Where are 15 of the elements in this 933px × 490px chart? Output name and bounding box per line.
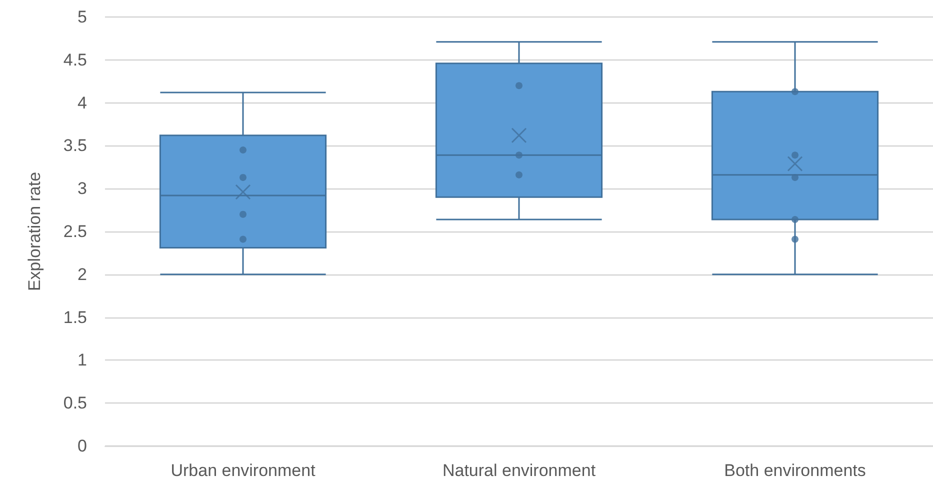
x-tick-label: Both environments (724, 461, 866, 480)
y-tick-label: 1.5 (63, 308, 87, 327)
y-tick-label: 4 (78, 93, 87, 112)
y-tick-label: 5 (78, 8, 87, 26)
y-tick-label: 1 (78, 350, 87, 370)
y-tick-label: 4.5 (63, 50, 87, 70)
y-tick-label: 0.5 (63, 394, 87, 413)
y-tick-label: 3 (78, 179, 87, 198)
y-tick-label: 2 (78, 264, 87, 284)
x-tick-label: Natural environment (442, 461, 596, 480)
y-tick-label: 2.5 (63, 222, 87, 241)
y-axis-title: Exploration rate (25, 172, 44, 292)
y-tick-label: 0 (78, 436, 87, 456)
y-tick-label: 3.5 (63, 136, 87, 156)
x-tick-label: Urban environment (170, 461, 316, 480)
